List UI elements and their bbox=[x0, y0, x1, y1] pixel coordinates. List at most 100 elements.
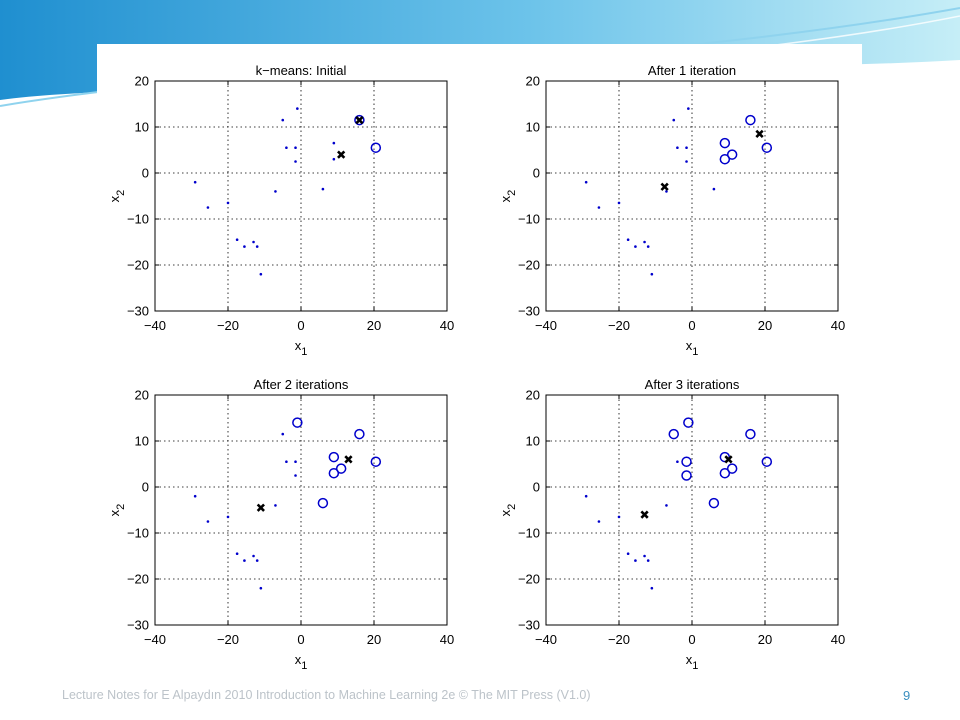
x-axis-label: x1 bbox=[295, 338, 308, 358]
cluster-member-marker bbox=[668, 428, 679, 440]
y-tick-label: −10 bbox=[518, 212, 540, 227]
data-point bbox=[294, 146, 297, 149]
chart-title: After 3 iterations bbox=[645, 377, 740, 392]
cluster-member-marker bbox=[317, 497, 329, 509]
x-tick-label: 20 bbox=[367, 632, 381, 647]
data-point bbox=[294, 160, 297, 163]
data-point bbox=[332, 157, 336, 161]
cluster-member-marker bbox=[719, 137, 731, 149]
data-point bbox=[243, 559, 246, 562]
cluster-member-marker bbox=[370, 142, 382, 153]
x-tick-label: 20 bbox=[758, 632, 772, 647]
x-tick-label: −40 bbox=[535, 632, 557, 647]
chart-title: k−means: Initial bbox=[256, 63, 347, 78]
x-tick-label: −40 bbox=[535, 318, 557, 333]
figure-panel: −40 −20 0 20 40 −30 −20 −10 0 10 20 k−means: Initia… bbox=[97, 44, 862, 674]
y-tick-label: 20 bbox=[526, 388, 540, 403]
data-point bbox=[281, 432, 285, 436]
data-point bbox=[665, 504, 668, 507]
data-point bbox=[332, 141, 336, 145]
y-tick-label: −20 bbox=[518, 258, 540, 273]
data-point bbox=[206, 520, 210, 523]
data-point bbox=[235, 552, 239, 555]
y-tick-label: 10 bbox=[135, 120, 149, 135]
cluster-member-marker bbox=[745, 114, 756, 126]
page-number: 9 bbox=[903, 688, 911, 703]
x-axis-label: x1 bbox=[686, 652, 699, 672]
y-tick-label: 20 bbox=[526, 74, 540, 89]
cluster-member-marker bbox=[719, 153, 731, 165]
data-point bbox=[634, 559, 637, 562]
data-point bbox=[650, 272, 654, 276]
centroid-marker bbox=[337, 150, 346, 159]
data-point bbox=[255, 559, 259, 562]
cluster-member-marker bbox=[335, 463, 347, 474]
data-point bbox=[294, 474, 297, 477]
centroid-marker bbox=[344, 455, 353, 464]
data-point bbox=[643, 240, 646, 244]
x-tick-label: −20 bbox=[608, 318, 630, 333]
data-point bbox=[626, 238, 630, 241]
y-axis-label: x2 bbox=[498, 190, 518, 203]
y-tick-label: −10 bbox=[518, 526, 540, 541]
cluster-member-marker bbox=[328, 467, 340, 479]
data-point bbox=[672, 118, 676, 122]
y-tick-label: 20 bbox=[135, 74, 149, 89]
y-tick-label: −10 bbox=[127, 526, 149, 541]
chart-4: −40 −20 0 20 40 −30 −20 −10 0 10 20 After 3 iterati… bbox=[498, 377, 845, 672]
data-point bbox=[193, 180, 197, 184]
x-tick-label: −40 bbox=[144, 632, 166, 647]
y-tick-label: 0 bbox=[533, 166, 540, 181]
cluster-member-marker bbox=[354, 428, 365, 440]
data-point bbox=[676, 460, 679, 464]
chart-1: −40 −20 0 20 40 −30 −20 −10 0 10 20 k−means: Initia… bbox=[107, 63, 454, 358]
data-point bbox=[646, 559, 650, 562]
cluster-member-marker bbox=[726, 463, 738, 474]
centroid-marker bbox=[755, 129, 764, 139]
x-tick-label: −40 bbox=[144, 318, 166, 333]
data-point bbox=[274, 190, 277, 193]
y-tick-label: −30 bbox=[518, 618, 540, 633]
y-axis-label: x2 bbox=[107, 504, 127, 517]
data-point bbox=[206, 206, 210, 209]
x-axis-label: x1 bbox=[295, 652, 308, 672]
cluster-member-marker bbox=[681, 456, 692, 467]
centroid-marker bbox=[724, 455, 733, 464]
data-point bbox=[650, 586, 654, 590]
y-tick-label: −20 bbox=[127, 258, 149, 273]
data-point bbox=[235, 238, 239, 241]
data-point bbox=[626, 552, 630, 555]
axes-box bbox=[154, 394, 448, 626]
y-tick-label: −20 bbox=[518, 572, 540, 587]
cluster-member-marker bbox=[761, 456, 773, 467]
x-tick-label: 40 bbox=[831, 632, 845, 647]
chart-title: After 2 iterations bbox=[254, 377, 349, 392]
data-point bbox=[226, 201, 230, 205]
data-point bbox=[687, 107, 690, 110]
x-axis-label: x1 bbox=[686, 338, 699, 358]
cluster-member-marker bbox=[726, 149, 738, 160]
data-point bbox=[321, 187, 325, 191]
y-tick-label: −30 bbox=[127, 304, 149, 319]
x-tick-label: 0 bbox=[688, 318, 695, 333]
y-tick-label: −20 bbox=[127, 572, 149, 587]
data-point bbox=[617, 515, 621, 519]
data-point bbox=[584, 180, 588, 184]
chart-2: −40 −20 0 20 40 −30 −20 −10 0 10 20 After 1 iterati… bbox=[498, 63, 845, 358]
data-point bbox=[617, 201, 621, 205]
y-tick-label: −30 bbox=[127, 618, 149, 633]
centroid-marker bbox=[355, 115, 364, 125]
cluster-member-marker bbox=[370, 456, 382, 467]
kmeans-figure: −40 −20 0 20 40 −30 −20 −10 0 10 20 k−means: Initia… bbox=[107, 63, 845, 672]
x-tick-label: 0 bbox=[297, 318, 304, 333]
data-point bbox=[252, 554, 255, 558]
cluster-member-marker bbox=[683, 417, 694, 428]
cluster-member-marker bbox=[681, 470, 692, 481]
data-point bbox=[274, 504, 277, 507]
y-tick-label: 0 bbox=[142, 166, 149, 181]
centroid-marker bbox=[256, 503, 265, 512]
data-point bbox=[646, 245, 650, 248]
y-tick-label: 10 bbox=[526, 434, 540, 449]
centroid-marker bbox=[660, 182, 669, 191]
axes-box bbox=[154, 80, 448, 312]
